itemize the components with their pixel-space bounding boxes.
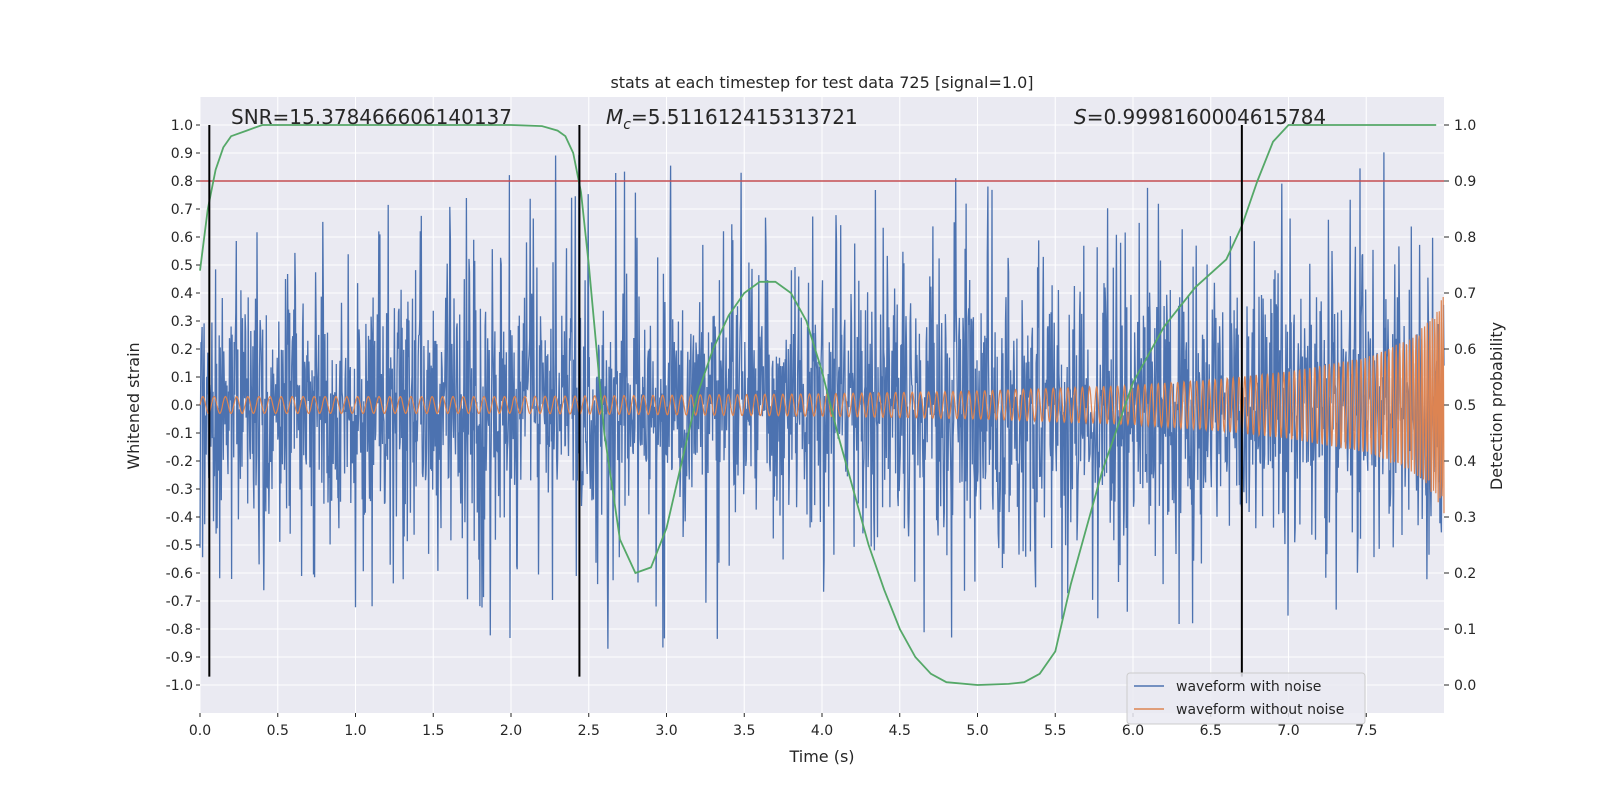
y-tick-label-14: -0.4 xyxy=(166,510,193,526)
y-tick-label-20: -1.0 xyxy=(166,678,193,694)
x-tick-label-11: 5.5 xyxy=(1044,723,1066,739)
axes: 0.0 0.5 1.0 1.5 2.0 2.5 3.0 3.5 4.0 4.5 5.0 5.5 6.0 6… xyxy=(166,118,1477,739)
y2-tick-label-1: 0.9 xyxy=(1454,174,1476,190)
y-tick-label-5: 0.5 xyxy=(171,258,193,274)
annotation-chirp-mass: Mc=5.511612415313721 xyxy=(606,105,858,133)
y-tick-label-8: 0.2 xyxy=(171,342,193,358)
x-tick-label-10: 5.0 xyxy=(966,723,988,739)
y2-axis-label: Detection probability xyxy=(1487,322,1506,490)
annotation-snr: SNR=15.378466606140137 xyxy=(231,105,512,129)
chirp-mass-subscript: c xyxy=(623,117,631,133)
series-detection-probability xyxy=(199,124,1437,686)
y2-tick-label-9: 0.1 xyxy=(1454,622,1476,638)
y-tick-label-12: -0.2 xyxy=(166,454,193,470)
legend-label-clean: waveform without noise xyxy=(1176,702,1344,718)
y-tick-label-6: 0.4 xyxy=(171,286,193,302)
y-tick-label-4: 0.6 xyxy=(171,230,193,246)
series-clean-waveform xyxy=(199,296,1445,514)
y-tick-label-13: -0.3 xyxy=(166,482,193,498)
x-tick-label-13: 6.5 xyxy=(1200,723,1222,739)
chirp-mass-value: =5.511612415313721 xyxy=(631,105,858,129)
y-tick-label-3: 0.7 xyxy=(171,202,193,218)
legend-box xyxy=(1126,672,1366,725)
y-tick-label-11: -0.1 xyxy=(166,426,193,442)
data-layer xyxy=(199,124,1445,686)
x-tick-label-7: 3.5 xyxy=(733,723,755,739)
series-noisy-waveform xyxy=(199,152,1445,649)
y-tick-label-18: -0.8 xyxy=(166,622,193,638)
x-tick-label-2: 1.0 xyxy=(344,723,366,739)
y2-tick-label-2: 0.8 xyxy=(1454,230,1476,246)
y2-tick-label-3: 0.7 xyxy=(1454,286,1476,302)
chart-title: stats at each timestep for test data 725… xyxy=(610,73,1033,92)
y-tick-label-17: -0.7 xyxy=(166,594,193,610)
legend-label-noisy: waveform with noise xyxy=(1176,679,1321,695)
x-tick-label-1: 0.5 xyxy=(267,723,289,739)
y-tick-label-19: -0.9 xyxy=(166,650,193,666)
x-tick-label-14: 7.0 xyxy=(1277,723,1299,739)
y2-tick-label-10: 0.0 xyxy=(1454,678,1476,694)
y-tick-label-9: 0.1 xyxy=(171,370,193,386)
significance-value: =0.9998160004615784 xyxy=(1087,105,1326,129)
y-tick-label-15: -0.5 xyxy=(166,538,193,554)
y2-tick-label-5: 0.5 xyxy=(1454,398,1476,414)
y-tick-label-1: 0.9 xyxy=(171,146,193,162)
legend: waveform with noise waveform without noi… xyxy=(1126,672,1366,725)
y2-tick-label-7: 0.3 xyxy=(1454,510,1476,526)
x-tick-label-6: 3.0 xyxy=(655,723,677,739)
y-tick-label-2: 0.8 xyxy=(171,174,193,190)
y-tick-label-0: 1.0 xyxy=(171,118,193,134)
y2-tick-label-6: 0.4 xyxy=(1454,454,1476,470)
x-tick-label-3: 1.5 xyxy=(422,723,444,739)
x-tick-label-8: 4.0 xyxy=(811,723,833,739)
y-tick-label-10: 0.0 xyxy=(171,398,193,414)
chirp-mass-symbol: M xyxy=(606,105,623,129)
annotation-significance: S=0.9998160004615784 xyxy=(1074,105,1326,129)
y-tick-label-7: 0.3 xyxy=(171,314,193,330)
x-tick-label-5: 2.5 xyxy=(578,723,600,739)
x-tick-label-4: 2.0 xyxy=(500,723,522,739)
y-axis-label: Whitened strain xyxy=(124,342,143,469)
y-tick-label-16: -0.6 xyxy=(166,566,193,582)
x-tick-label-9: 4.5 xyxy=(889,723,911,739)
x-axis-label: Time (s) xyxy=(788,747,854,766)
x-tick-label-0: 0.0 xyxy=(189,723,211,739)
x-tick-label-12: 6.0 xyxy=(1122,723,1144,739)
x-tick-label-15: 7.5 xyxy=(1355,723,1377,739)
y2-tick-label-0: 1.0 xyxy=(1454,118,1476,134)
y2-tick-label-8: 0.2 xyxy=(1454,566,1476,582)
significance-symbol: S xyxy=(1074,105,1087,129)
y2-tick-label-4: 0.6 xyxy=(1454,342,1476,358)
